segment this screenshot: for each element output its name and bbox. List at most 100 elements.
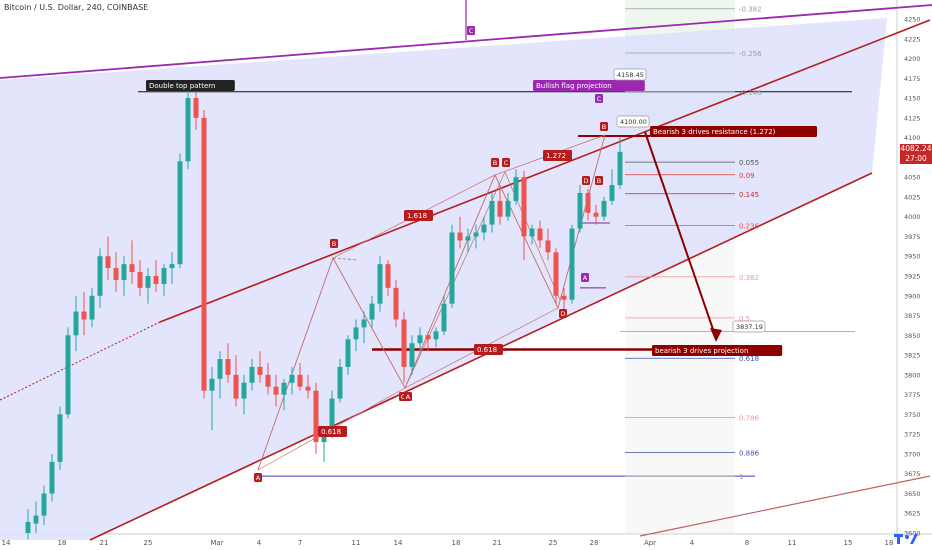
candle-body — [201, 117, 207, 391]
candle-body — [113, 268, 119, 280]
double-top-label-box — [146, 80, 235, 91]
candle-body — [145, 276, 151, 288]
channel-lower-dotted — [0, 321, 161, 401]
pattern-point-marker: C — [502, 158, 510, 167]
pattern-point-badge — [595, 94, 603, 103]
pattern-upper-wing — [332, 134, 606, 259]
x-tick-label: 15 — [844, 539, 853, 547]
fib-level-label: 0.786 — [739, 415, 760, 423]
ratio-0618-left-badge: 0.618 — [318, 426, 347, 437]
x-tick-label: Mar — [210, 539, 223, 547]
y-tick-label: 3825 — [904, 352, 921, 360]
x-tick-label: 25 — [549, 539, 558, 547]
fib-level-label: 0.618 — [739, 355, 759, 363]
pattern-point-marker: C — [467, 26, 475, 35]
tradingview-logo-icon — [894, 534, 918, 544]
x-tick-label: 7 — [298, 539, 302, 547]
bullish-flag-label-box — [533, 80, 645, 91]
pattern-point-label: C — [401, 393, 406, 401]
resistance-price-callout-text: 4100.00 — [620, 118, 647, 126]
candle-body — [217, 359, 223, 379]
bearish-projection-label-text: bearish 3 drives projection — [655, 347, 748, 355]
x-tick-label: 25 — [144, 539, 153, 547]
candle-body — [417, 335, 423, 344]
candle-body — [209, 378, 215, 391]
pattern-point-badge — [581, 273, 589, 282]
candle-body — [33, 515, 39, 524]
candle-body — [305, 386, 311, 391]
candle-body — [177, 161, 183, 265]
candle-body — [601, 200, 607, 217]
pattern-point-label: C — [504, 159, 509, 167]
candle-body — [81, 311, 87, 320]
candle-body — [49, 461, 55, 494]
fib-level-label: -0.382 — [739, 6, 762, 14]
bullish-flag-price-callout: 4158.45 — [613, 68, 647, 81]
y-tick-label: 3625 — [904, 510, 921, 518]
projection-price-callout: 3837.19 — [732, 320, 766, 333]
candle-body — [585, 192, 591, 213]
candle-body — [321, 434, 327, 443]
bearish-projection-label-box — [652, 345, 783, 356]
y-tick-label: 4175 — [904, 75, 921, 83]
y-tick-label: 3975 — [904, 233, 921, 241]
y-tick-label: 3675 — [904, 470, 921, 478]
candle-body — [481, 224, 487, 233]
candle-body — [369, 303, 375, 320]
x-tick-label: 14 — [394, 539, 403, 547]
y-tick-label: 4125 — [904, 114, 921, 122]
y-tick-label: 4100 — [904, 134, 921, 142]
pattern-point-label: C — [469, 27, 474, 35]
channel-lower-line — [89, 172, 873, 541]
ratio-1618-badge-box — [404, 210, 433, 221]
candle-body — [497, 200, 503, 217]
y-tick-label: 3925 — [904, 273, 921, 281]
x-tick-label: 11 — [352, 539, 361, 547]
candle-body — [457, 232, 463, 241]
arrow-head-icon — [710, 328, 722, 342]
y-tick-label: 3650 — [904, 490, 921, 498]
channel-upper-line — [159, 19, 931, 323]
y-tick-label: 4150 — [904, 95, 921, 103]
candle-body — [137, 272, 143, 288]
candle-body — [537, 228, 543, 241]
y-tick-label: 3775 — [904, 391, 921, 399]
candle-body — [257, 366, 263, 375]
pattern-b-dash — [332, 257, 359, 261]
projection-price-callout-box — [732, 320, 766, 333]
pattern-point-marker: A — [404, 392, 412, 401]
candle-body — [521, 177, 527, 237]
y-tick-label: 3850 — [904, 332, 921, 340]
candle-body — [25, 521, 31, 533]
candle-body — [281, 382, 287, 395]
ratio-1618-badge: 1.618 — [404, 210, 433, 221]
pattern-point-marker: A — [581, 273, 589, 282]
candle-body — [345, 339, 351, 367]
y-tick-label: 3950 — [904, 253, 921, 261]
candle-body — [409, 343, 415, 367]
x-tick-label: 21 — [493, 539, 502, 547]
ratio-0618-left-badge-text: 0.618 — [321, 428, 341, 436]
resistance-price-callout: 4100.00 — [616, 115, 650, 128]
last-price-value: 4082.24 — [900, 144, 932, 153]
candle-body — [569, 228, 575, 300]
candle-body — [617, 151, 623, 186]
pattern-point-marker: D — [559, 309, 567, 318]
candle-body — [441, 303, 447, 332]
y-tick-label: 4050 — [904, 174, 921, 182]
pattern-point-label: B — [602, 123, 606, 131]
y-tick-label: 4200 — [904, 55, 921, 63]
candle-body — [425, 335, 431, 340]
bearish-resistance-label-text: Bearish 3 drives resistance (1.272) — [653, 128, 776, 136]
pattern-point-label: C — [597, 95, 602, 103]
bearish-projection-label: bearish 3 drives projection — [652, 345, 783, 356]
last-price-tag: 4082.24 27:00 — [900, 144, 932, 164]
pattern-abcd — [404, 171, 561, 389]
candle-body — [377, 264, 383, 304]
y-tick-label: 4250 — [904, 16, 921, 24]
fib-level-label: 0.09 — [739, 172, 755, 180]
candle-body — [313, 390, 319, 443]
candle-body — [233, 374, 239, 399]
rising-channel-fill — [0, 18, 887, 540]
